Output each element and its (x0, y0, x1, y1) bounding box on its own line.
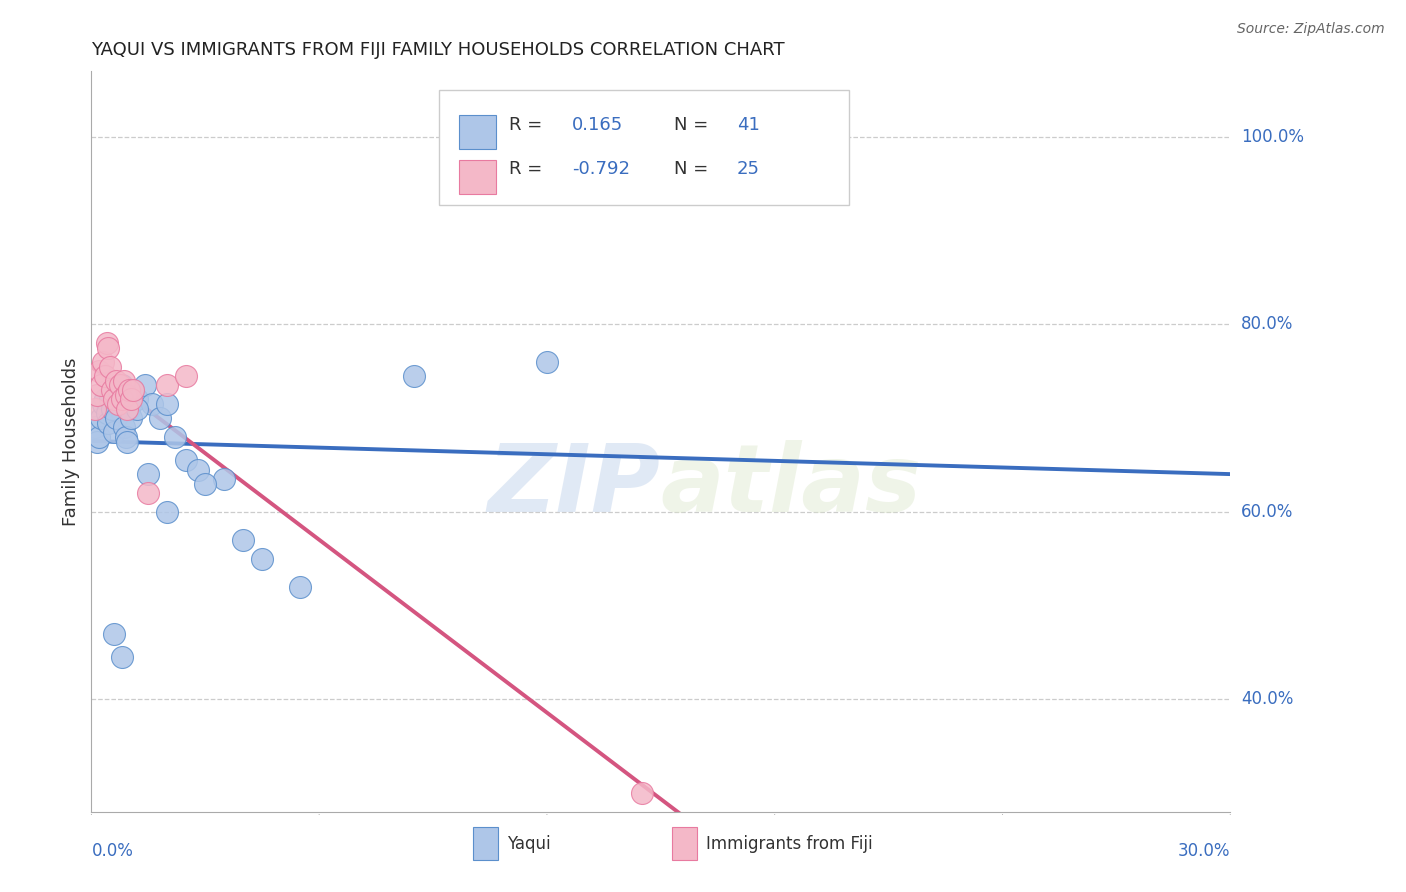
Text: atlas: atlas (661, 440, 922, 532)
FancyBboxPatch shape (472, 827, 498, 860)
Text: Immigrants from Fiji: Immigrants from Fiji (706, 835, 873, 853)
Text: Source: ZipAtlas.com: Source: ZipAtlas.com (1237, 22, 1385, 37)
Point (125, 401, 148, 416)
Point (120, 392, 142, 407)
Point (108, 387, 131, 401)
Y-axis label: Family Households: Family Households (62, 358, 80, 525)
Point (118, 401, 141, 416)
Point (122, 383, 145, 397)
Point (111, 650, 134, 665)
Point (156, 397, 179, 411)
Text: 60.0%: 60.0% (1241, 503, 1294, 521)
Point (112, 420, 135, 434)
Point (120, 411, 142, 425)
Text: 25: 25 (737, 160, 761, 178)
Point (103, 626, 125, 640)
Point (125, 392, 148, 407)
FancyBboxPatch shape (460, 160, 496, 194)
Point (174, 368, 197, 383)
Point (112, 374, 135, 388)
Point (149, 411, 172, 425)
Point (174, 453, 197, 467)
Text: YAQUI VS IMMIGRANTS FROM FIJI FAMILY HOUSEHOLDS CORRELATION CHART: YAQUI VS IMMIGRANTS FROM FIJI FAMILY HOU… (91, 41, 785, 59)
Point (103, 392, 125, 407)
Text: -0.792: -0.792 (572, 160, 630, 178)
Point (117, 401, 139, 416)
Point (84, 401, 107, 416)
FancyBboxPatch shape (672, 827, 697, 860)
Point (141, 397, 163, 411)
Point (84, 420, 107, 434)
Point (138, 467, 160, 482)
Point (105, 374, 128, 388)
Point (250, 551, 273, 566)
Point (91, 397, 114, 411)
FancyBboxPatch shape (460, 115, 496, 149)
Point (98, 359, 121, 374)
Point (114, 430, 136, 444)
Point (214, 472, 236, 486)
Point (122, 383, 145, 397)
Point (105, 411, 128, 425)
Point (90, 378, 112, 392)
Point (156, 378, 179, 392)
Point (86, 434, 108, 449)
Point (103, 425, 125, 439)
Text: 80.0%: 80.0% (1241, 316, 1294, 334)
Point (97, 341, 120, 355)
Point (630, 786, 652, 800)
Point (101, 383, 124, 397)
Text: N =: N = (675, 116, 714, 134)
Point (111, 378, 134, 392)
Point (402, 368, 425, 383)
Point (96, 336, 118, 351)
Point (108, 378, 131, 392)
Point (90, 411, 112, 425)
Point (118, 383, 141, 397)
Point (107, 397, 129, 411)
Text: N =: N = (675, 160, 714, 178)
Point (536, 355, 558, 369)
Text: 30.0%: 30.0% (1178, 842, 1230, 860)
Text: R =: R = (509, 116, 548, 134)
Point (98, 392, 121, 407)
Point (93, 392, 115, 407)
Text: Yaqui: Yaqui (508, 835, 551, 853)
Text: 100.0%: 100.0% (1241, 128, 1305, 146)
Point (91, 355, 114, 369)
Point (163, 430, 186, 444)
Point (290, 580, 312, 594)
Point (138, 486, 160, 500)
Point (117, 434, 139, 449)
Point (96, 406, 118, 420)
Point (87, 430, 110, 444)
Point (111, 392, 134, 407)
Point (232, 533, 254, 547)
Point (194, 476, 217, 491)
Text: ZIP: ZIP (488, 440, 661, 532)
Point (156, 505, 179, 519)
Point (187, 463, 209, 477)
Text: 0.0%: 0.0% (91, 842, 134, 860)
FancyBboxPatch shape (439, 90, 849, 204)
Point (101, 401, 124, 416)
Text: R =: R = (509, 160, 548, 178)
Point (107, 383, 129, 397)
Point (93, 368, 115, 383)
Point (86, 387, 108, 401)
Text: 41: 41 (737, 116, 761, 134)
Point (87, 364, 110, 378)
Point (134, 378, 156, 392)
Text: 0.165: 0.165 (572, 116, 623, 134)
Point (114, 387, 136, 401)
Point (97, 416, 120, 430)
Text: 40.0%: 40.0% (1241, 690, 1294, 708)
